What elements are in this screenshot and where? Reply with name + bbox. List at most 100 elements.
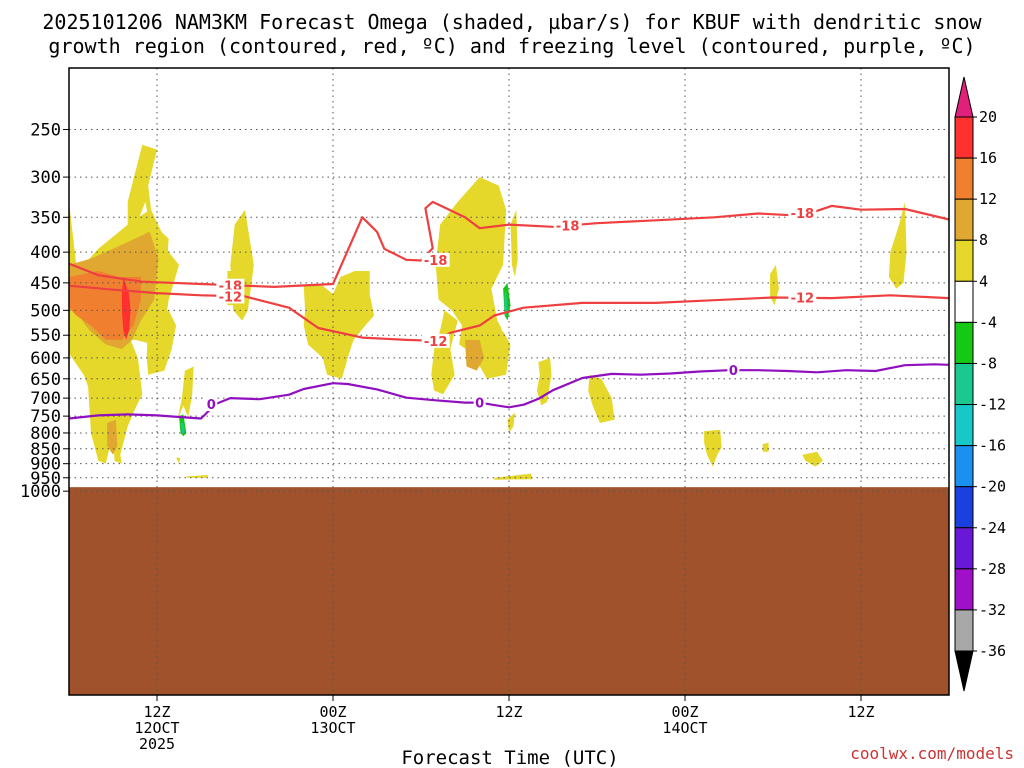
omega-region bbox=[303, 271, 375, 379]
colorbar-bin bbox=[954, 404, 974, 447]
omega-region bbox=[770, 264, 779, 306]
omega-region bbox=[186, 475, 209, 478]
contour-label: -18 bbox=[556, 219, 580, 234]
contour-label: -18 bbox=[791, 207, 815, 222]
y-tick-label: 300 bbox=[30, 168, 61, 188]
omega-region bbox=[180, 423, 185, 433]
colorbar-label: -28 bbox=[979, 560, 1006, 578]
omega-region bbox=[121, 277, 131, 340]
colorbar-bin bbox=[954, 116, 974, 159]
y-tick-label: 700 bbox=[30, 389, 61, 409]
colorbar-label: 4 bbox=[979, 272, 988, 290]
omega-region bbox=[107, 419, 118, 455]
colorbar-bin bbox=[954, 609, 974, 652]
contour-label-bg bbox=[205, 397, 218, 412]
colorbar-label: 16 bbox=[979, 149, 997, 167]
x-tick-label: 12Z bbox=[847, 703, 874, 721]
omega-region bbox=[494, 473, 533, 480]
contour-label: -12 bbox=[424, 335, 448, 350]
colorbar-label: -4 bbox=[979, 313, 997, 331]
x-tick-label: 00Z bbox=[671, 703, 698, 721]
chart-title-line-2: growth region (contoured, red, ºC) and f… bbox=[48, 34, 975, 58]
colorbar-label: -24 bbox=[979, 519, 1006, 537]
omega-region bbox=[113, 320, 143, 464]
omega-region bbox=[510, 209, 518, 277]
contour-label: 0 bbox=[729, 364, 738, 379]
source-credit[interactable]: coolwx.com/models bbox=[850, 744, 1014, 763]
contour-label-bg bbox=[421, 333, 450, 348]
colorbar-label: 12 bbox=[979, 190, 997, 208]
y-tick-label: 250 bbox=[30, 121, 61, 141]
colorbar-bin bbox=[954, 321, 974, 364]
colorbar-bin bbox=[954, 362, 974, 406]
y-tick-label: 950 bbox=[30, 469, 61, 489]
colorbar-bin bbox=[954, 157, 974, 200]
y-tick-label: 1000 bbox=[20, 482, 61, 502]
y-tick-label: 600 bbox=[30, 349, 61, 369]
colorbar-label: 20 bbox=[979, 108, 997, 126]
y-tick-label: 650 bbox=[30, 370, 61, 390]
omega-region bbox=[588, 374, 615, 423]
contour-dgz-top bbox=[68, 200, 950, 288]
y-tick-label: 850 bbox=[30, 440, 61, 460]
omega-region bbox=[504, 291, 508, 316]
contour-label: -12 bbox=[219, 290, 243, 305]
contour-label-bg bbox=[788, 205, 817, 220]
colorbar-label: 8 bbox=[979, 231, 988, 249]
x-tick-label: 12OCT bbox=[134, 719, 179, 737]
colorbar-bin bbox=[954, 445, 974, 488]
contour-label: 0 bbox=[475, 397, 484, 412]
contour-label-bg bbox=[788, 290, 817, 305]
omega-region bbox=[762, 442, 769, 452]
x-tick-label: 12Z bbox=[495, 703, 522, 721]
omega-region bbox=[146, 310, 177, 375]
pressure-axis: 2503003504004505005506006507007508008509… bbox=[20, 121, 69, 502]
y-tick-label: 350 bbox=[30, 208, 61, 228]
colorbar-bin bbox=[954, 198, 974, 241]
omega-region bbox=[928, 209, 938, 271]
omega-region bbox=[507, 412, 515, 433]
contour-label-bg bbox=[553, 218, 582, 233]
omega-region bbox=[413, 426, 438, 464]
colorbar-label: -20 bbox=[979, 478, 1006, 496]
omega-region bbox=[888, 201, 907, 289]
omega-region bbox=[802, 451, 823, 467]
x-tick-label: 00Z bbox=[319, 703, 346, 721]
colorbar-max-arrow bbox=[954, 76, 974, 118]
y-tick-label: 400 bbox=[30, 243, 61, 263]
colorbar-min-arrow bbox=[954, 650, 974, 692]
omega-region bbox=[577, 330, 587, 410]
colorbar-bin bbox=[954, 527, 974, 570]
x-tick-label: 14OCT bbox=[662, 719, 707, 737]
x-tick-label: 13OCT bbox=[310, 719, 355, 737]
y-tick-label: 550 bbox=[30, 326, 61, 346]
colorbar-bin bbox=[954, 280, 974, 323]
colorbar-label: -32 bbox=[979, 601, 1006, 619]
y-tick-label: 750 bbox=[30, 407, 61, 427]
omega-region bbox=[465, 339, 485, 371]
y-tick-label: 450 bbox=[30, 274, 61, 294]
colorbar-bin bbox=[954, 486, 974, 529]
omega-shading bbox=[69, 144, 938, 480]
x-tick-label: 2025 bbox=[139, 735, 175, 753]
colorbar-bin bbox=[954, 239, 974, 282]
pressure-gridlines bbox=[69, 68, 949, 695]
y-tick-label: 900 bbox=[30, 455, 61, 475]
y-tick-label: 800 bbox=[30, 424, 61, 444]
omega-colorbar: 20 16 12 8 4 -4 -8 -12 -16 -20 -24 -28 -32 -36 bbox=[954, 76, 1006, 692]
colorbar-label: -8 bbox=[979, 354, 997, 372]
contour-label-bg bbox=[473, 395, 486, 410]
contour-label-bg bbox=[216, 278, 245, 293]
colorbar-bin bbox=[954, 568, 974, 611]
colorbar-label: -16 bbox=[979, 437, 1006, 455]
omega-region bbox=[704, 429, 722, 467]
contour-label-bg bbox=[421, 252, 450, 267]
x-tick-label: 12Z bbox=[143, 703, 170, 721]
contour-label: 0 bbox=[207, 398, 216, 413]
contour-label: -12 bbox=[791, 292, 815, 307]
contour-dgz-bottom bbox=[68, 284, 950, 342]
temperature-contours: -18-18-18-18-12-12-120 00 bbox=[68, 200, 950, 420]
y-tick-label: 500 bbox=[30, 301, 61, 321]
